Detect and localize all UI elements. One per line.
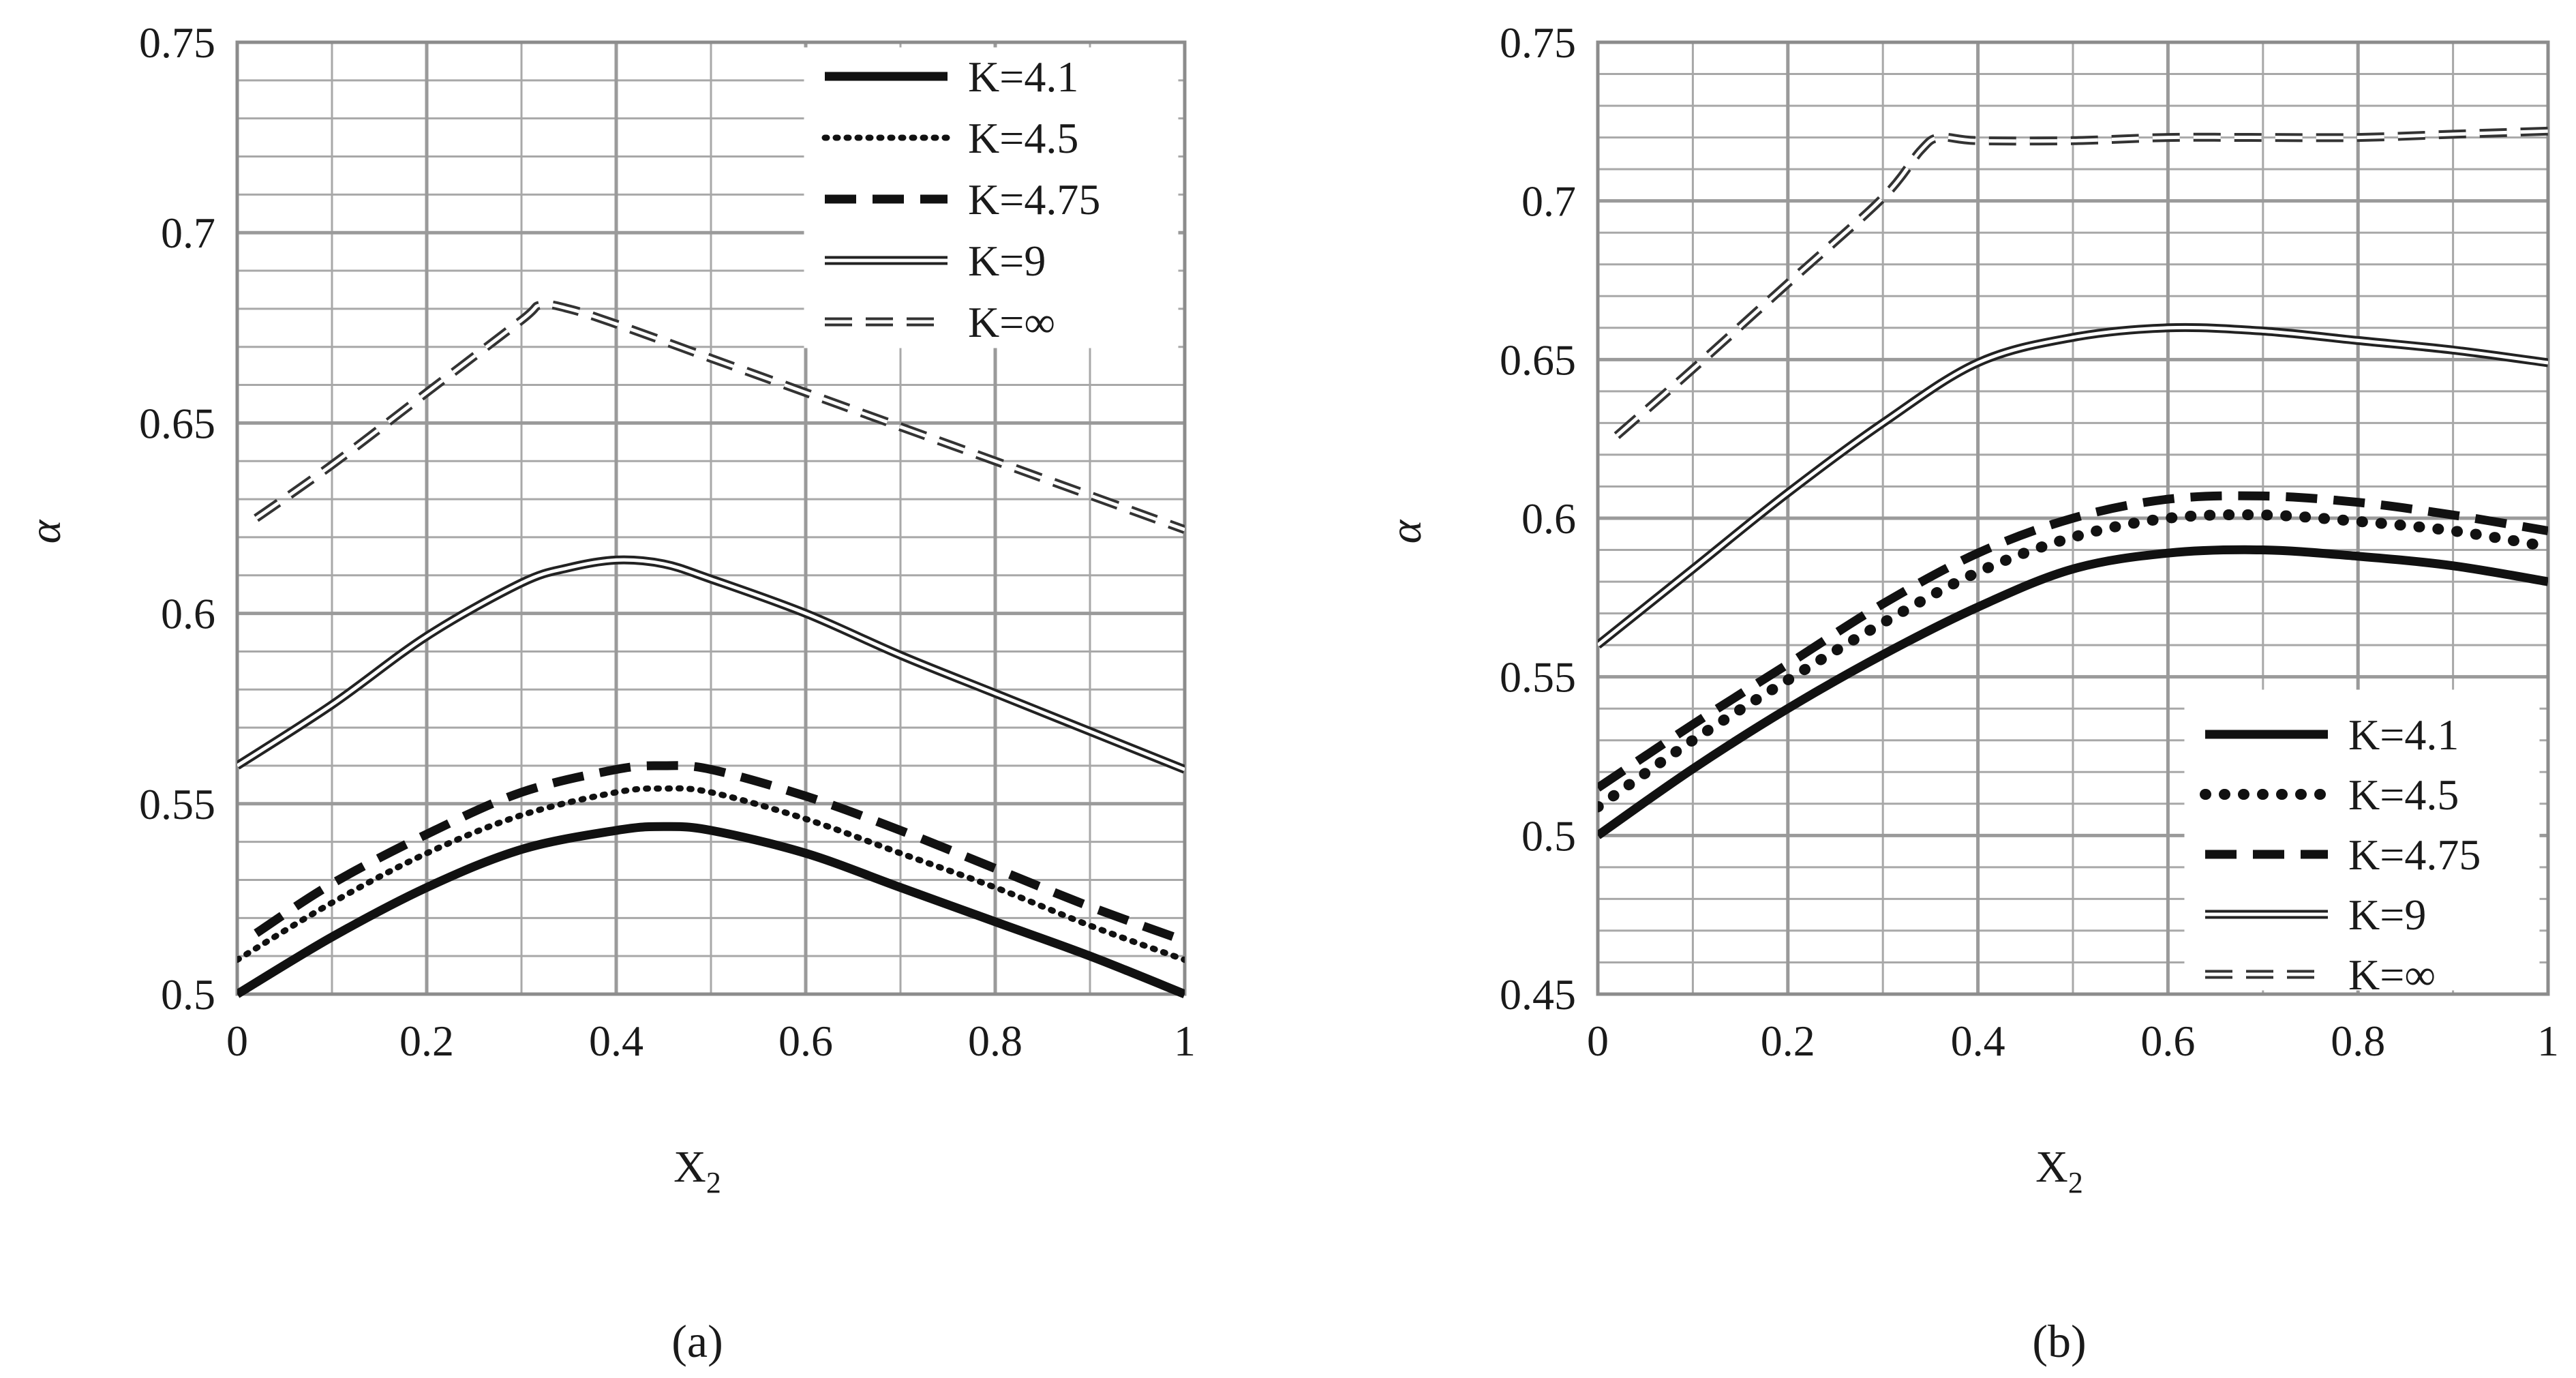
y-tick-label: 0.65 bbox=[1500, 335, 1576, 384]
x-tick-label: 0.4 bbox=[589, 1017, 643, 1065]
y-tick-label: 0.5 bbox=[161, 970, 215, 1019]
y-tick-label: 0.75 bbox=[139, 18, 215, 67]
legend: K=4.1 K=4.5 K=4.75 K=9 K=∞ bbox=[804, 47, 1179, 348]
x-tick-label: 0 bbox=[226, 1017, 248, 1065]
series-line-k- bbox=[255, 302, 1185, 532]
y-axis-label: α bbox=[1381, 519, 1431, 543]
y-tick-label: 0.6 bbox=[1521, 494, 1576, 543]
x-tick-label: 1 bbox=[2537, 1017, 2559, 1065]
x-tick-label: 0.6 bbox=[2140, 1017, 2195, 1065]
legend-label: K=9 bbox=[968, 237, 1046, 285]
legend-box bbox=[804, 47, 1179, 348]
x-tick-label: 0.4 bbox=[1951, 1017, 2005, 1065]
legend-label: K=∞ bbox=[2348, 950, 2436, 999]
x-tick-label: 0.8 bbox=[2331, 1017, 2385, 1065]
x-tick-label: 0.8 bbox=[968, 1017, 1022, 1065]
y-axis-label: α bbox=[20, 519, 70, 543]
y-tick-label: 0.5 bbox=[1521, 811, 1576, 860]
plot-frame bbox=[1596, 40, 2550, 996]
legend-label: K=4.75 bbox=[968, 175, 1100, 224]
x-axis-label-main: X bbox=[673, 1142, 706, 1192]
series-line-k- bbox=[1616, 129, 2548, 437]
x-axis-label-main: X bbox=[2035, 1142, 2068, 1192]
series-line-k-4-1 bbox=[237, 822, 1185, 999]
legend-label: K=9 bbox=[2348, 890, 2426, 939]
legend-label: K=4.75 bbox=[2348, 830, 2481, 879]
x-tick-label: 0.2 bbox=[399, 1017, 454, 1065]
series-line-k-4-75 bbox=[254, 761, 1185, 945]
x-tick-label: 0.2 bbox=[1761, 1017, 1815, 1065]
legend: K=4.1 K=4.5 K=4.75 K=9 K=∞ bbox=[2184, 689, 2540, 999]
x-axis-label-sub: 2 bbox=[706, 1166, 721, 1199]
y-tick-label: 0.6 bbox=[161, 590, 215, 638]
y-tick-label: 0.65 bbox=[139, 399, 215, 447]
legend-label: K=4.1 bbox=[968, 53, 1078, 101]
series-line-k-4-1 bbox=[1598, 545, 2548, 839]
legend-label: K=4.5 bbox=[968, 114, 1078, 162]
x-axis-label-sub: 2 bbox=[2068, 1166, 2083, 1199]
x-axis-label: X2 bbox=[2035, 1142, 2083, 1199]
panel-caption-text: (a) bbox=[671, 1315, 723, 1367]
x-tick-label: 1 bbox=[1174, 1017, 1196, 1065]
series-line-k-4-75 bbox=[1598, 491, 2548, 792]
legend-label: K=4.5 bbox=[2348, 770, 2459, 819]
y-tick-label: 0.7 bbox=[1521, 177, 1576, 226]
series-line-k-9 bbox=[1598, 325, 2548, 647]
y-tick-label: 0.55 bbox=[139, 780, 215, 828]
series-line-k- bbox=[1613, 126, 2548, 439]
x-axis-label: X2 bbox=[673, 1142, 721, 1199]
chart-b: 0.45 0.5 0.55 0.6 0.65 0.7 0.75 0 0.2 0.4 0.6 0.8 1 α… bbox=[1381, 18, 2559, 1367]
x-tick-label: 0.6 bbox=[778, 1017, 833, 1065]
chart-a: 0.5 0.55 0.6 0.65 0.7 0.75 0 0.2 0.4 0.6 0.8 1 α X2 (a… bbox=[20, 18, 1196, 1367]
panel-caption: (b) bbox=[2032, 1315, 2086, 1367]
series-line-k-9 bbox=[237, 558, 1185, 771]
panel-caption-text: (b) bbox=[2032, 1315, 2086, 1367]
series-group bbox=[1598, 126, 2548, 839]
y-tick-label: 0.7 bbox=[161, 209, 215, 257]
series-line-k-4-5 bbox=[1598, 509, 2548, 813]
y-tick-label: 0.45 bbox=[1500, 970, 1576, 1019]
x-tick-label: 0 bbox=[1587, 1017, 1609, 1065]
plot-frame bbox=[235, 40, 1187, 996]
y-tick-label: 0.75 bbox=[1500, 18, 1576, 67]
y-tick-label: 0.55 bbox=[1500, 653, 1576, 702]
series-line-k-4-5 bbox=[237, 785, 1185, 963]
legend-label: K=4.1 bbox=[2348, 710, 2459, 759]
panel-caption: (a) bbox=[671, 1315, 723, 1367]
series-group bbox=[237, 299, 1185, 999]
legend-label: K=∞ bbox=[968, 298, 1055, 346]
legend-box bbox=[2184, 689, 2540, 991]
